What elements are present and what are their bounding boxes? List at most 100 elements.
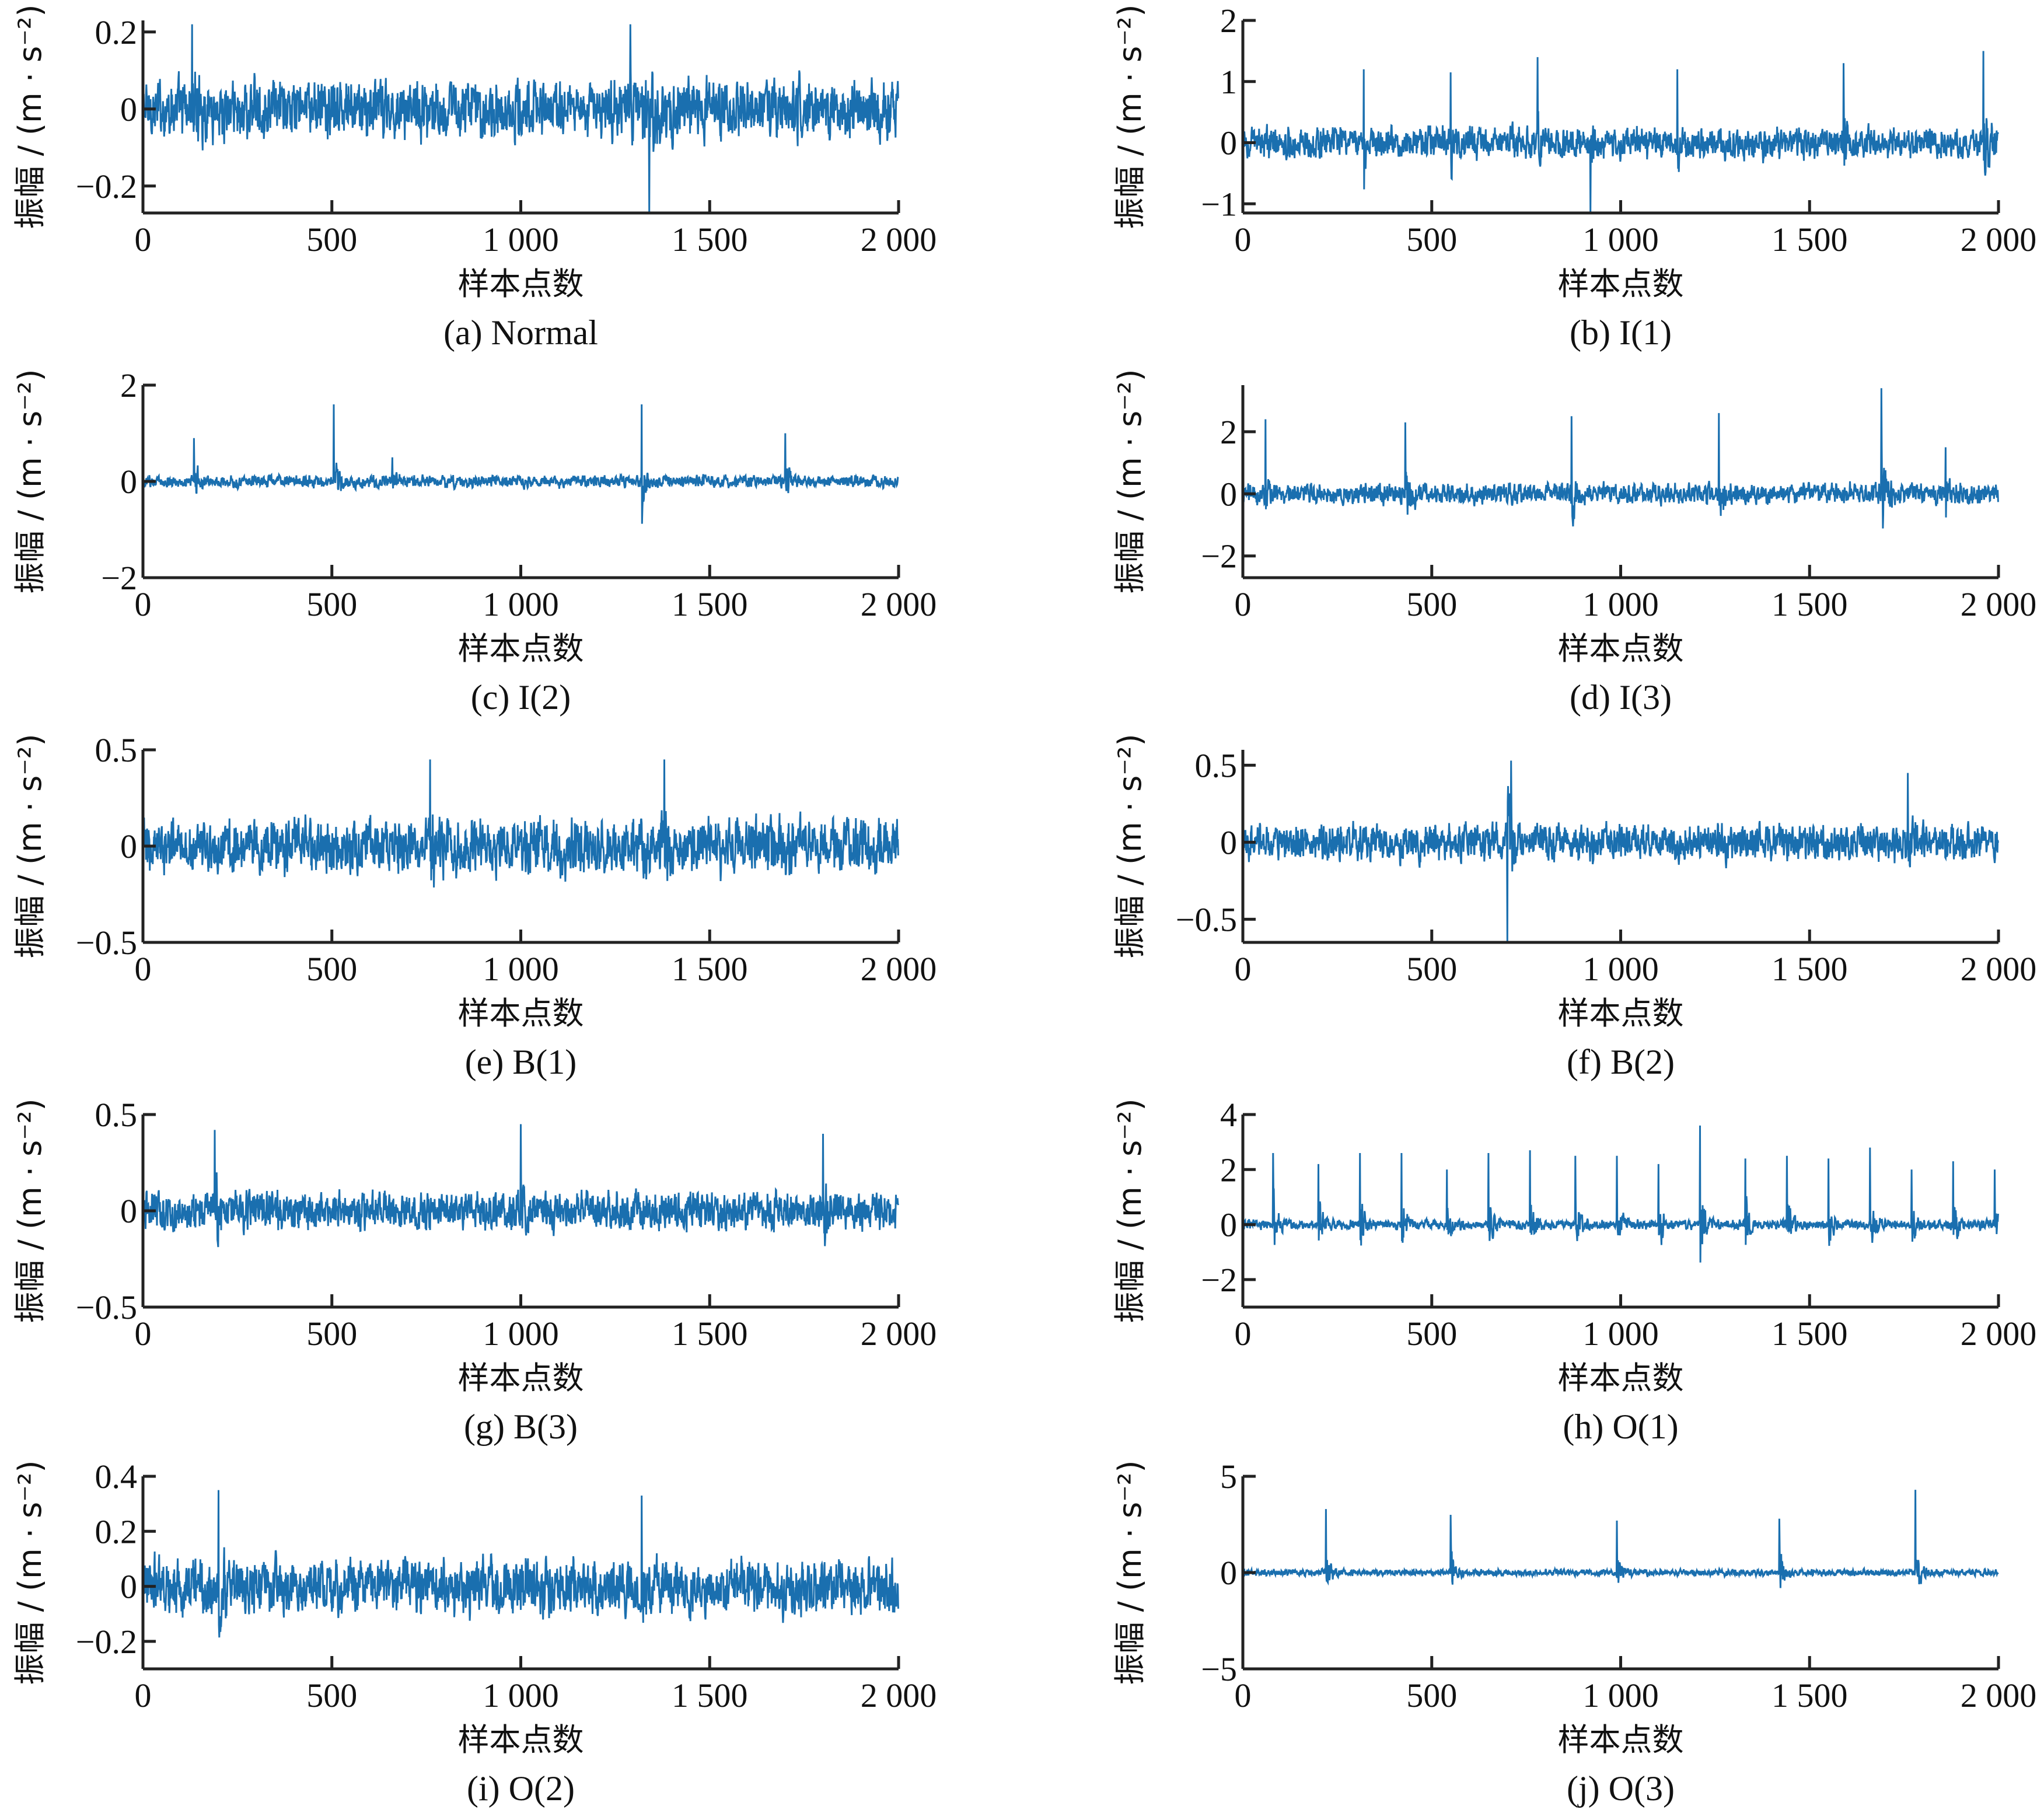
x-tick-label: 1 000	[483, 1676, 559, 1714]
panel-a: −0.2 0 0.2 0 500 1 000 1 500 2 000 样本点数 振幅 / (m ·…	[12, 4, 937, 352]
x-tick-label: 1 500	[1772, 1315, 1848, 1353]
x-tick-label: 0	[1235, 950, 1252, 988]
x-tick-label: 2 000	[861, 1676, 937, 1714]
x-tick-label: 500	[306, 221, 357, 258]
x-tick-label: 2 000	[1961, 1676, 2037, 1714]
x-axis-label: 样本点数	[1558, 630, 1684, 667]
y-axis-label: 振幅 / (m · s⁻²)	[12, 369, 48, 593]
x-axis-label: 样本点数	[1558, 1360, 1684, 1396]
signal-line-a	[142, 24, 899, 214]
x-tick-label: 0	[1235, 585, 1252, 623]
x-tick-label: 2 000	[861, 585, 937, 623]
x-tick-label: 1 500	[1772, 1676, 1848, 1714]
x-tick-label: 1 000	[1582, 221, 1659, 258]
panel-caption: (j) O(3)	[1567, 1769, 1675, 1808]
x-tick-label: 1 000	[483, 221, 559, 258]
x-axis-label: 样本点数	[458, 1360, 584, 1396]
x-tick-label: 1 000	[1582, 1315, 1659, 1353]
x-tick-label: 1 500	[672, 585, 748, 623]
x-tick-label: 1 000	[1582, 585, 1659, 623]
y-tick-label: 2	[1220, 1151, 1237, 1189]
y-axis-label: 振幅 / (m · s⁻²)	[1112, 369, 1148, 593]
x-tick-label: 500	[306, 1315, 357, 1353]
panel-d: −2 0 2 0 500 1 000 1 500 2 000 样本点数 振幅 / (m · s⁻²…	[1112, 369, 2036, 717]
y-tick-label: −0.2	[76, 167, 137, 205]
x-tick-label: 1 500	[1772, 950, 1848, 988]
x-tick-label: 0	[135, 1315, 152, 1353]
x-tick-label: 0	[1235, 1676, 1252, 1714]
panel-caption: (e) B(1)	[465, 1043, 577, 1081]
x-tick-label: 0	[1235, 1315, 1252, 1353]
panel-caption: (c) I(2)	[471, 678, 571, 717]
panel-caption: (g) B(3)	[464, 1407, 578, 1446]
x-tick-label: 1 000	[483, 1315, 559, 1353]
y-tick-label: 0	[120, 463, 137, 501]
y-axis-label: 振幅 / (m · s⁻²)	[12, 1460, 48, 1685]
y-axis-label: 振幅 / (m · s⁻²)	[12, 1098, 48, 1323]
x-tick-label: 2 000	[861, 950, 937, 988]
y-tick-label: −2	[1201, 1261, 1237, 1299]
y-tick-label: 0	[120, 1568, 137, 1606]
x-axis-label: 样本点数	[458, 266, 584, 302]
x-tick-label: 500	[306, 950, 357, 988]
y-tick-label: 2	[120, 366, 137, 404]
y-tick-label: 0	[1220, 1554, 1237, 1592]
y-tick-label: 5	[1220, 1458, 1237, 1496]
panel-caption: (f) B(2)	[1567, 1043, 1675, 1081]
y-tick-label: −0.2	[76, 1623, 137, 1661]
panel-caption: (b) I(1)	[1570, 313, 1672, 352]
y-axis-label: 振幅 / (m · s⁻²)	[1112, 733, 1148, 958]
signal-line-d	[1242, 388, 1999, 529]
y-tick-label: 0	[1220, 823, 1237, 861]
x-tick-label: 500	[1406, 950, 1457, 988]
y-tick-label: −2	[101, 559, 137, 597]
y-tick-label: 0.5	[95, 731, 138, 769]
y-tick-label: 1	[1220, 63, 1237, 101]
x-axis-label: 样本点数	[1558, 995, 1684, 1032]
y-axis-label: 振幅 / (m · s⁻²)	[12, 4, 48, 229]
y-tick-label: 4	[1220, 1096, 1237, 1134]
y-axis-label: 振幅 / (m · s⁻²)	[12, 733, 48, 958]
y-axis-label: 振幅 / (m · s⁻²)	[1112, 1460, 1148, 1685]
x-axis-label: 样本点数	[458, 630, 584, 667]
y-tick-label: −1	[1201, 185, 1237, 223]
x-axis-label: 样本点数	[458, 1721, 584, 1758]
signal-line-c	[142, 404, 899, 524]
x-tick-label: 2 000	[1961, 1315, 2037, 1353]
x-tick-label: 2 000	[1961, 221, 2037, 258]
signal-line-h	[1242, 1125, 1999, 1263]
panel-caption: (a) Normal	[443, 313, 598, 352]
y-tick-label: 0	[120, 1192, 137, 1230]
panel-caption: (i) O(2)	[467, 1769, 575, 1808]
y-axis-label: 振幅 / (m · s⁻²)	[1112, 4, 1148, 229]
x-tick-label: 1 500	[1772, 221, 1848, 258]
x-tick-label: 1 000	[1582, 950, 1659, 988]
y-tick-label: 0.4	[95, 1458, 138, 1496]
y-tick-label: −5	[1201, 1650, 1237, 1688]
y-tick-label: 2	[1220, 2, 1237, 40]
x-tick-label: 1 000	[483, 950, 559, 988]
x-tick-label: 1 500	[672, 950, 748, 988]
y-tick-label: −0.5	[1176, 900, 1237, 938]
x-tick-label: 0	[135, 1676, 152, 1714]
panel-caption: (d) I(3)	[1570, 678, 1672, 717]
signal-line-g	[142, 1124, 899, 1248]
x-axis-label: 样本点数	[1558, 1721, 1684, 1758]
signal-line-i	[142, 1490, 899, 1638]
y-tick-label: 0	[1220, 124, 1237, 162]
panel-f: −0.5 0 0.5 0 500 1 000 1 500 2 000 样本点数 振幅 / (m ·…	[1112, 733, 2036, 1081]
x-tick-label: 1 500	[672, 1315, 748, 1353]
y-tick-label: 0	[120, 90, 137, 128]
y-tick-label: 2	[1220, 413, 1237, 451]
x-tick-label: 2 000	[1961, 585, 2037, 623]
signal-line-j	[1242, 1490, 1999, 1588]
y-axis-label: 振幅 / (m · s⁻²)	[1112, 1098, 1148, 1323]
x-tick-label: 2 000	[861, 1315, 937, 1353]
x-tick-label: 1 000	[483, 585, 559, 623]
x-axis-label: 样本点数	[458, 995, 584, 1032]
x-tick-label: 0	[135, 950, 152, 988]
